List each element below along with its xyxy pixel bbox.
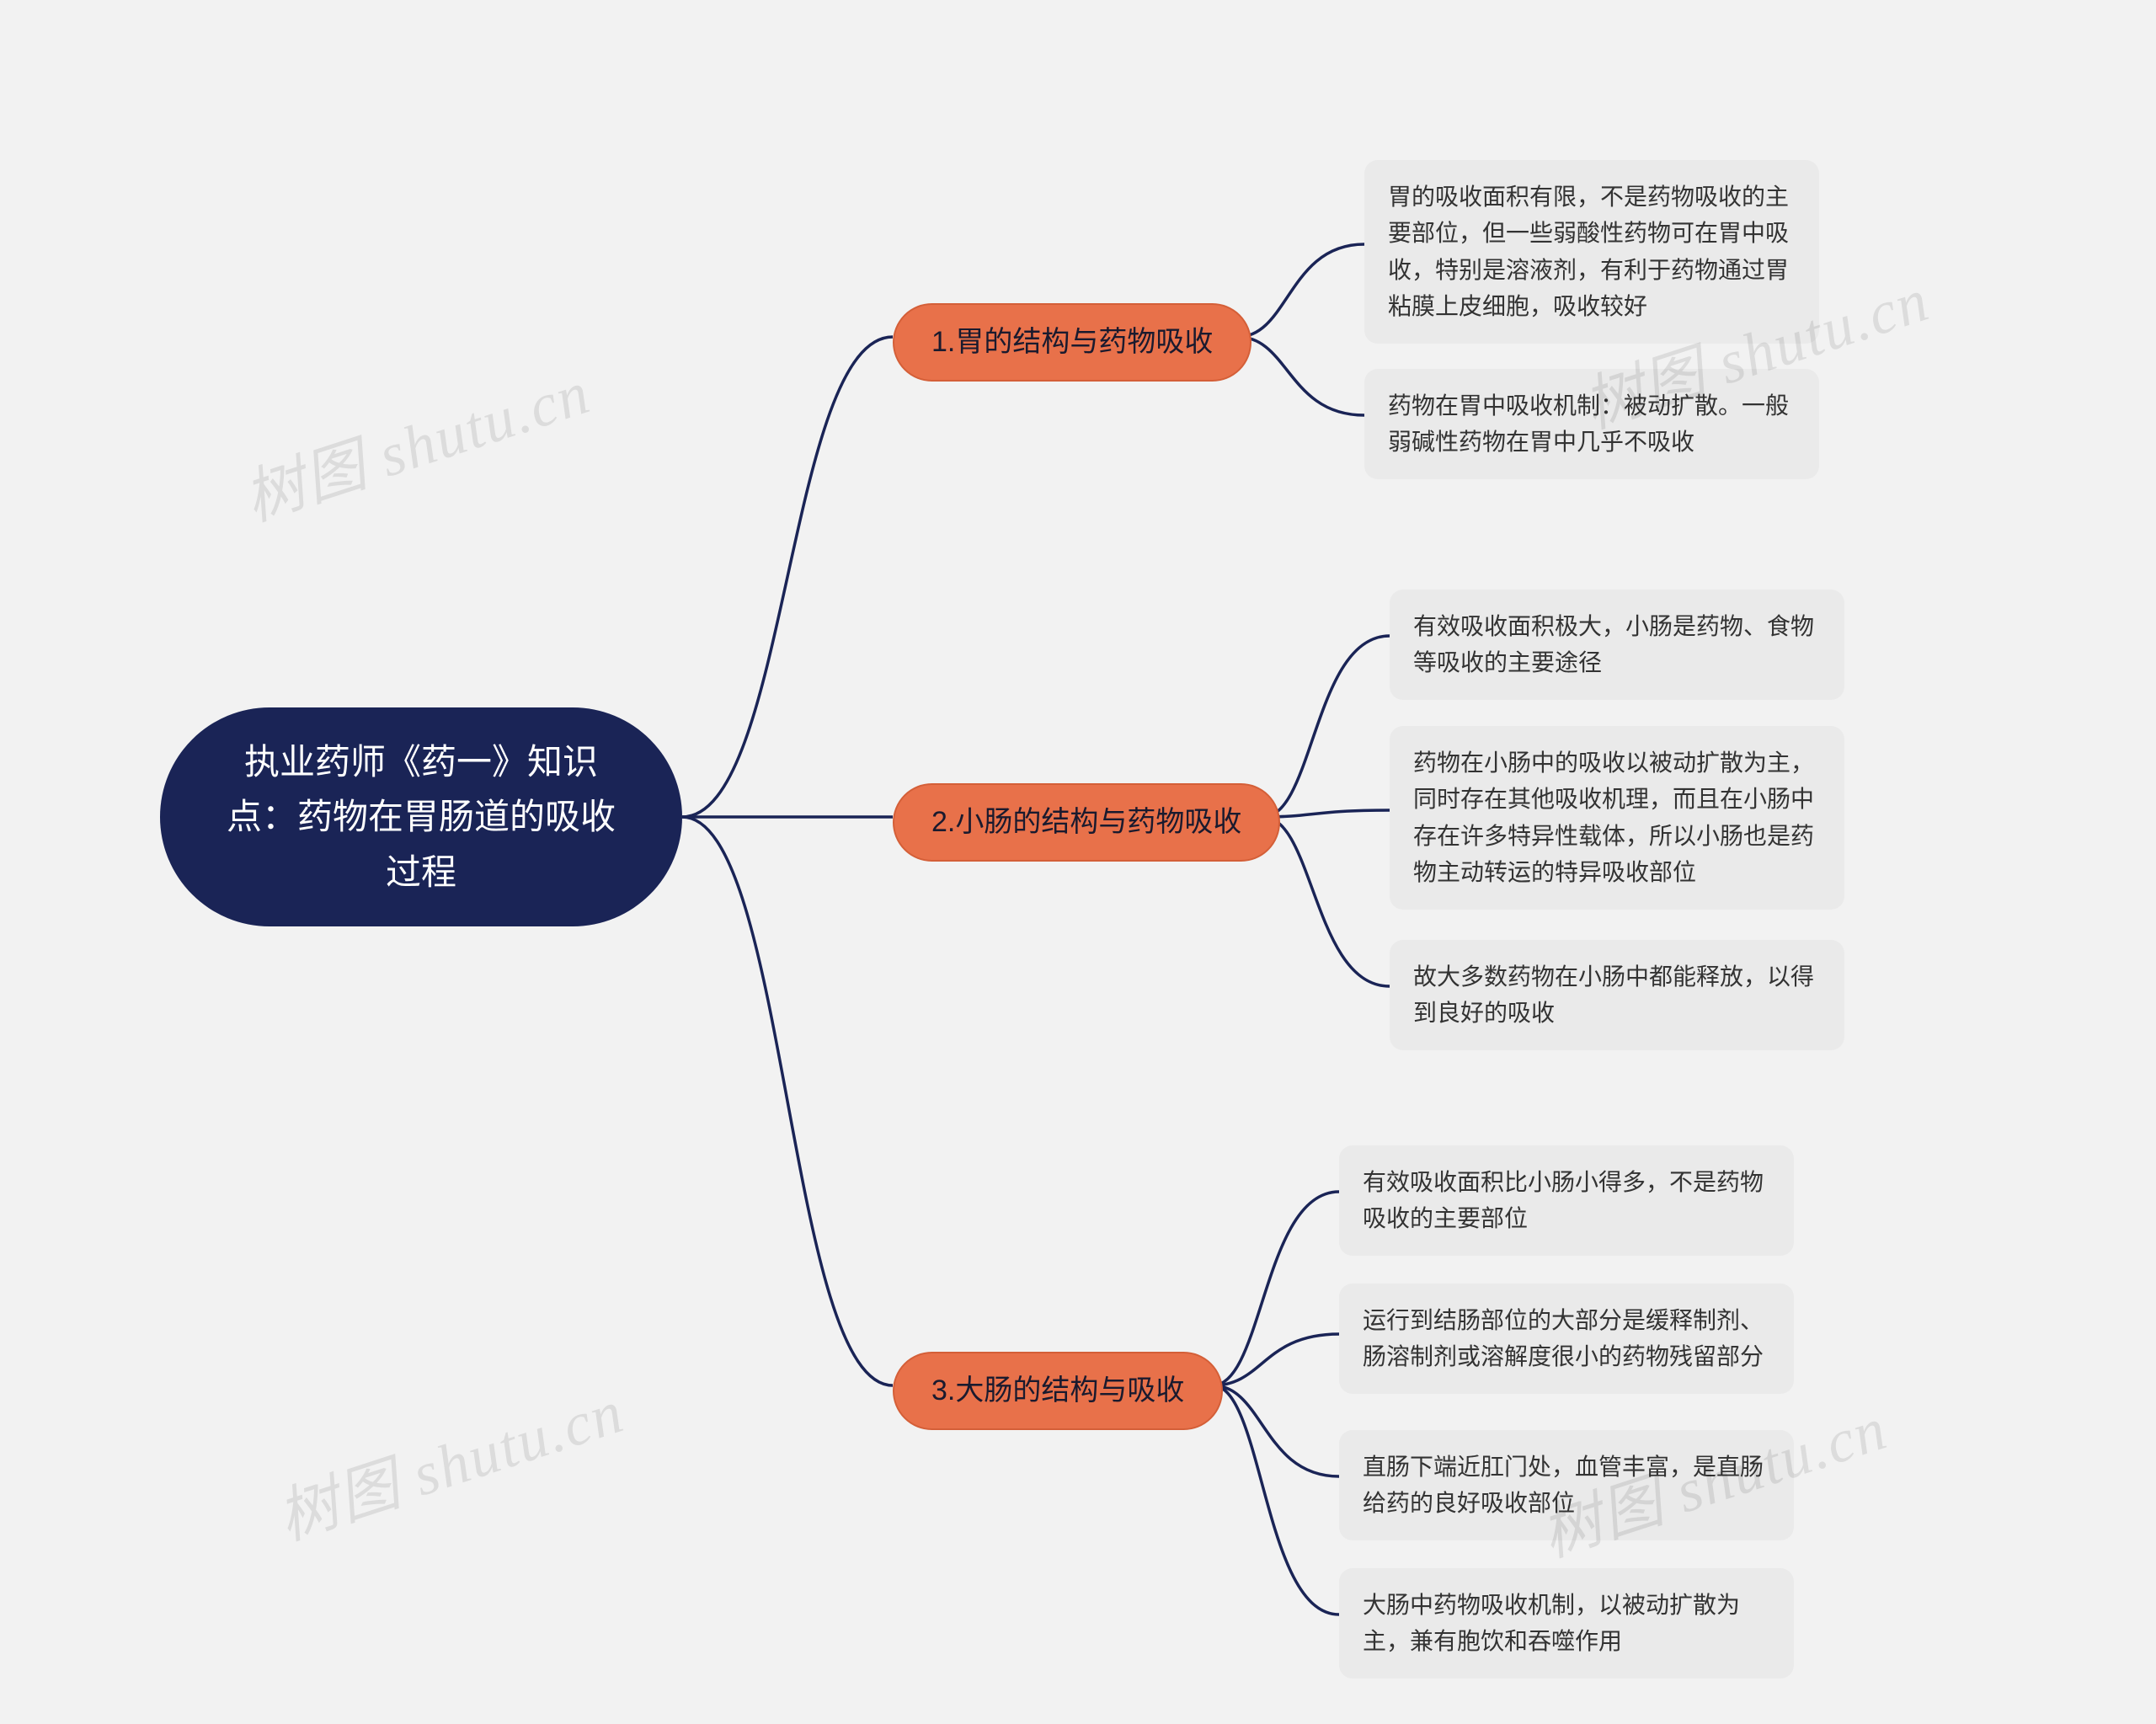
leaf-node-l2c: 故大多数药物在小肠中都能释放，以得到良好的吸收	[1390, 940, 1844, 1050]
branch-label: 1.胃的结构与药物吸收	[931, 326, 1213, 358]
branch-node-b1: 1.胃的结构与药物吸收	[893, 303, 1251, 382]
leaf-node-l2b: 药物在小肠中的吸收以被动扩散为主，同时存在其他吸收机理，而且在小肠中存在许多特异…	[1390, 726, 1844, 910]
leaf-label: 运行到结肠部位的大部分是缓释制剂、肠溶制剂或溶解度很小的药物残留部分	[1363, 1307, 1764, 1369]
leaf-label: 大肠中药物吸收机制，以被动扩散为主，兼有胞饮和吞噬作用	[1363, 1592, 1740, 1654]
leaf-node-l1b: 药物在胃中吸收机制：被动扩散。一般弱碱性药物在胃中几乎不吸收	[1364, 369, 1819, 479]
leaf-label: 直肠下端近肛门处，血管丰富，是直肠给药的良好吸收部位	[1363, 1454, 1764, 1516]
leaf-node-l3b: 运行到结肠部位的大部分是缓释制剂、肠溶制剂或溶解度很小的药物残留部分	[1339, 1284, 1794, 1394]
root-node: 执业药师《药一》知识点：药物在胃肠道的吸收过程	[160, 707, 682, 926]
leaf-node-l3a: 有效吸收面积比小肠小得多，不是药物吸收的主要部位	[1339, 1145, 1794, 1256]
watermark: 树图 shutu.cn	[264, 1362, 633, 1556]
root-label: 执业药师《药一》知识点：药物在胃肠道的吸收过程	[221, 734, 622, 899]
leaf-node-l1a: 胃的吸收面积有限，不是药物吸收的主要部位，但一些弱酸性药物可在胃中吸收，特别是溶…	[1364, 160, 1819, 344]
leaf-label: 有效吸收面积极大，小肠是药物、食物等吸收的主要途径	[1413, 613, 1814, 675]
leaf-label: 胃的吸收面积有限，不是药物吸收的主要部位，但一些弱酸性药物可在胃中吸收，特别是溶…	[1388, 184, 1789, 319]
branch-label: 2.小肠的结构与药物吸收	[931, 806, 1241, 838]
branch-label: 3.大肠的结构与吸收	[931, 1374, 1184, 1406]
branch-node-b3: 3.大肠的结构与吸收	[893, 1352, 1223, 1430]
leaf-node-l3c: 直肠下端近肛门处，血管丰富，是直肠给药的良好吸收部位	[1339, 1430, 1794, 1540]
leaf-label: 药物在胃中吸收机制：被动扩散。一般弱碱性药物在胃中几乎不吸收	[1388, 392, 1789, 455]
leaf-node-l2a: 有效吸收面积极大，小肠是药物、食物等吸收的主要途径	[1390, 590, 1844, 700]
branch-node-b2: 2.小肠的结构与药物吸收	[893, 783, 1280, 862]
leaf-label: 故大多数药物在小肠中都能释放，以得到良好的吸收	[1413, 963, 1814, 1026]
watermark: 树图 shutu.cn	[231, 343, 600, 537]
leaf-node-l3d: 大肠中药物吸收机制，以被动扩散为主，兼有胞饮和吞噬作用	[1339, 1568, 1794, 1679]
leaf-label: 有效吸收面积比小肠小得多，不是药物吸收的主要部位	[1363, 1169, 1764, 1231]
leaf-label: 药物在小肠中的吸收以被动扩散为主，同时存在其他吸收机理，而且在小肠中存在许多特异…	[1413, 750, 1814, 885]
